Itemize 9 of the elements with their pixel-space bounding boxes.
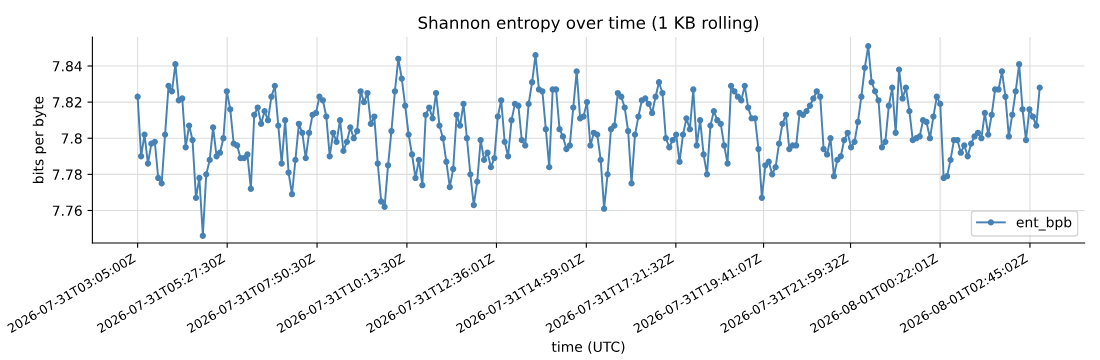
legend-label: ent_bpb (1016, 216, 1072, 231)
y-tick-label: 7.8 (61, 133, 82, 144)
x-axis-title: time (UTC) (551, 341, 625, 354)
y-axis-title: bits per byte (32, 96, 47, 183)
y-tick-label: 7.84 (52, 60, 82, 72)
y-tick-label: 7.76 (52, 205, 82, 216)
y-tick-label: 7.78 (52, 169, 82, 180)
y-tick-label: 7.82 (52, 97, 82, 108)
chart-title: Shannon entropy over time (1 KB rolling) (418, 16, 759, 33)
